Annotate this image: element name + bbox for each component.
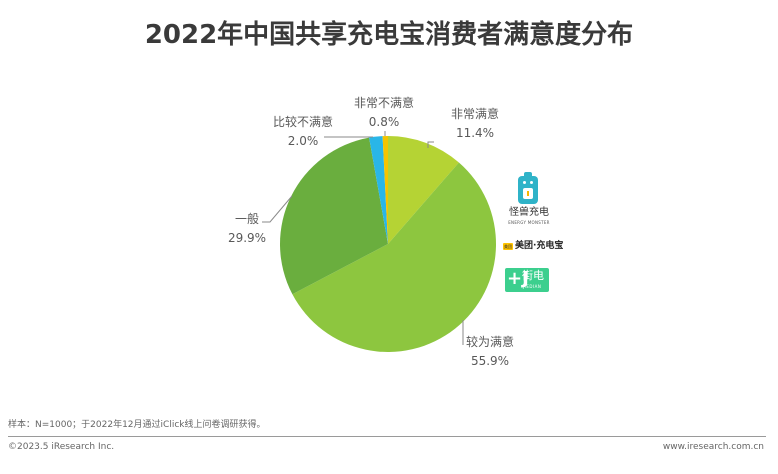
label-fairly-satisfied: 较为满意 55.9% [455, 333, 525, 371]
label-neutral: 一般 29.9% [222, 210, 272, 248]
pie-slices [279, 136, 496, 352]
meituan-name: 美团·充电宝 [515, 241, 564, 251]
label-name: 非常满意 [450, 107, 499, 121]
pie-slice [382, 136, 388, 244]
sample-note: 样本：N=1000；于2022年12月通过iClick线上问卷调研获得。 [8, 420, 266, 430]
label-very-dissatisfied: 非常不满意 0.8% [346, 94, 422, 132]
label-fairly-dissatisfied: 比较不满意 2.0% [268, 113, 338, 151]
pie-slice [292, 162, 496, 352]
jiedian-name: 街电 [522, 269, 544, 282]
pie-slice [388, 136, 459, 244]
leader-line [262, 195, 293, 223]
label-very-satisfied: 非常满意 11.4% [440, 105, 510, 143]
label-name: 非常不满意 [353, 96, 414, 110]
meituan-badge-icon: 美团 [503, 243, 513, 250]
chart-title: 2022年中国共享充电宝消费者满意度分布 [144, 20, 634, 50]
energy-monster-logo-icon [518, 172, 538, 204]
jiedian-sub: JIEDIAN [523, 284, 542, 289]
energy-monster-name: 怪兽充电 [509, 207, 549, 218]
label-name: 一般 [234, 212, 259, 226]
label-value: 2.0% [287, 134, 319, 148]
website-link: www.iresearch.com.cn [662, 442, 764, 452]
pie-slice [279, 137, 388, 295]
label-value: 11.4% [455, 126, 495, 140]
energy-monster-sub: ENERGY MONSTER [508, 220, 550, 225]
pie-slice [369, 136, 388, 244]
leader-line [427, 141, 434, 148]
copyright: ©2023.5 iResearch Inc. [8, 442, 115, 452]
label-name: 较为满意 [465, 335, 514, 349]
label-name: 比较不满意 [272, 115, 333, 129]
footer-divider [8, 436, 766, 437]
label-value: 55.9% [470, 354, 510, 368]
label-value: 0.8% [368, 115, 400, 129]
leader-lines [262, 131, 464, 345]
jiedian-glyph-icon: +J [507, 268, 529, 289]
jiedian-logo: +J 街电 JIEDIAN [505, 268, 549, 292]
label-value: 29.9% [227, 231, 267, 245]
